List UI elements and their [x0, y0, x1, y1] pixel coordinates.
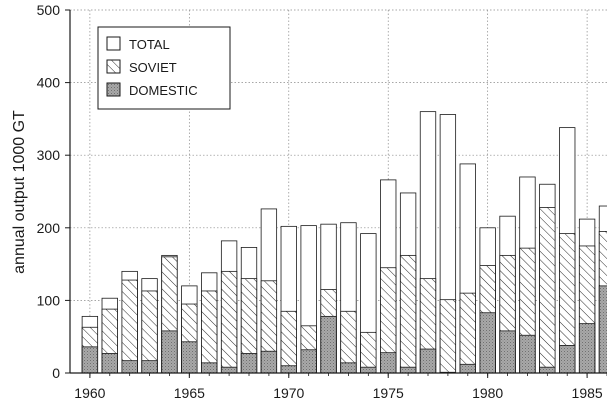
soviet-bar: [539, 207, 556, 373]
legend-swatch-domestic: [106, 82, 121, 97]
soviet-bar: [121, 279, 138, 373]
legend-swatch-total: [106, 36, 121, 51]
domestic-bar: [141, 360, 158, 373]
legend-label-domestic: DOMESTIC: [129, 83, 198, 98]
bars: [81, 111, 607, 373]
domestic-bar: [519, 334, 536, 373]
soviet-bar: [439, 299, 457, 373]
domestic-bar: [419, 348, 437, 373]
domestic-bar: [360, 366, 377, 373]
x-tick-label: 1965: [174, 385, 205, 401]
domestic-bar: [559, 345, 576, 373]
soviet-bar: [340, 310, 357, 373]
x-tick-label: 1960: [74, 385, 105, 401]
soviet-bar: [201, 290, 218, 373]
domestic-bar: [539, 366, 556, 373]
domestic-bar: [201, 362, 218, 373]
domestic-bar: [300, 349, 317, 373]
x-tick-label: 1970: [273, 385, 304, 401]
soviet-bar: [280, 310, 297, 373]
x-tick-label: 1975: [373, 385, 404, 401]
domestic-bar: [459, 363, 476, 373]
legend-item-total: TOTAL: [106, 36, 170, 52]
soviet-bar: [459, 292, 476, 373]
soviet-bar: [220, 270, 238, 373]
domestic-bar: [479, 312, 496, 373]
domestic-bar: [181, 341, 198, 373]
domestic-bar: [320, 315, 337, 373]
domestic-bar: [598, 285, 607, 373]
domestic-bar: [380, 352, 397, 373]
legend-item-domestic: DOMESTIC: [106, 82, 198, 98]
x-tick-label: 1980: [472, 385, 503, 401]
legend: TOTAL SOVIET DOMESTIC: [97, 26, 231, 110]
legend-label-soviet: SOVIET: [129, 60, 177, 75]
legend-swatch-soviet: [106, 59, 121, 74]
y-tick-label: 200: [37, 220, 61, 236]
axes: 0 100 200 300 400 500 1960 1965 1970 1975 1980 1985: [37, 2, 607, 401]
x-tick-label: 1985: [572, 385, 603, 401]
domestic-bar: [220, 366, 238, 373]
domestic-bar: [399, 366, 417, 373]
legend-label-total: TOTAL: [129, 37, 170, 52]
soviet-bar: [559, 233, 576, 373]
y-tick-label: 0: [52, 365, 60, 381]
domestic-bar: [578, 323, 596, 373]
domestic-bar: [161, 330, 178, 373]
y-axis-label: annual output 1000 GT: [11, 110, 28, 274]
y-tick-label: 500: [37, 2, 61, 18]
legend-item-soviet: SOVIET: [106, 59, 177, 75]
soviet-bar: [399, 254, 417, 373]
domestic-bar: [240, 352, 258, 373]
domestic-bar: [280, 365, 297, 373]
y-tick-label: 300: [37, 147, 61, 163]
soviet-bar: [380, 267, 397, 373]
domestic-bar: [260, 350, 278, 373]
domestic-bar: [340, 362, 357, 373]
domestic-bar: [499, 330, 516, 373]
y-tick-label: 100: [37, 292, 61, 308]
domestic-bar: [101, 352, 118, 373]
y-tick-label: 400: [37, 75, 61, 91]
domestic-bar: [81, 346, 99, 373]
domestic-bar: [121, 360, 138, 373]
